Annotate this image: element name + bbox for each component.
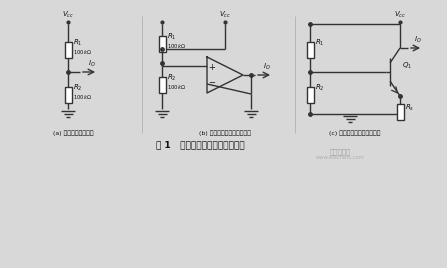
Bar xyxy=(64,87,72,103)
Text: (c) 射级电压跟随器法电路图: (c) 射级电压跟随器法电路图 xyxy=(329,130,381,136)
Bar xyxy=(64,42,72,58)
Text: $100k\Omega$: $100k\Omega$ xyxy=(73,93,92,101)
Text: $100k\Omega$: $100k\Omega$ xyxy=(167,42,186,50)
Text: www.elecfans.com: www.elecfans.com xyxy=(316,155,364,160)
Text: $Q_1$: $Q_1$ xyxy=(402,61,412,71)
Text: $R_1$: $R_1$ xyxy=(315,38,325,48)
Text: (b) 运放电压跟随器法电路图: (b) 运放电压跟随器法电路图 xyxy=(199,130,251,136)
Text: $I_O$: $I_O$ xyxy=(413,35,422,45)
Text: $R_1$: $R_1$ xyxy=(73,38,83,48)
Bar xyxy=(159,36,165,52)
Text: $R_s$: $R_s$ xyxy=(405,103,414,113)
Text: $R_2$: $R_2$ xyxy=(315,83,325,93)
Text: $I_O$: $I_O$ xyxy=(263,62,271,72)
Text: $V_{cc}$: $V_{cc}$ xyxy=(394,10,406,20)
Bar xyxy=(307,42,313,58)
Text: $R_2$: $R_2$ xyxy=(73,83,83,93)
Bar xyxy=(307,87,313,103)
Text: 图 1   常用偏置方法的电路原理图: 图 1 常用偏置方法的电路原理图 xyxy=(156,140,245,149)
Text: $V_{cc}$: $V_{cc}$ xyxy=(219,10,231,20)
Text: +: + xyxy=(209,62,215,72)
Bar xyxy=(159,77,165,93)
Bar xyxy=(396,104,404,120)
Text: −: − xyxy=(208,79,215,87)
Text: $100k\Omega$: $100k\Omega$ xyxy=(73,48,92,56)
Text: $I_O$: $I_O$ xyxy=(88,59,96,69)
Text: 电子发烧友: 电子发烧友 xyxy=(329,148,350,155)
Text: (a) 电阻分压法电路图: (a) 电阻分压法电路图 xyxy=(53,130,93,136)
Text: $V_{cc}$: $V_{cc}$ xyxy=(62,10,74,20)
Text: $R_1$: $R_1$ xyxy=(167,32,177,42)
Text: $R_2$: $R_2$ xyxy=(167,73,177,83)
Text: $100k\Omega$: $100k\Omega$ xyxy=(167,83,186,91)
